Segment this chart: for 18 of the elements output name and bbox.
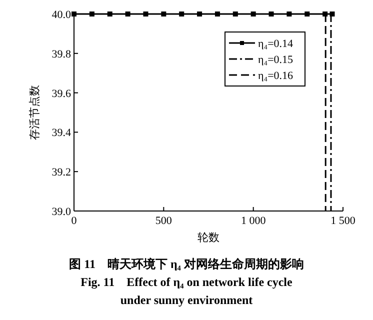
caption: 图 11 晴天环境下 η₄ 对网络生命周期的影响 bbox=[69, 257, 304, 271]
y-tick-label: 39.2 bbox=[52, 166, 71, 179]
x-tick-label: 0 bbox=[71, 215, 78, 227]
y-tick-label: 39.0 bbox=[52, 206, 72, 218]
legend-label: η₄=0.15 bbox=[258, 54, 294, 66]
legend-label: η₄=0.14 bbox=[258, 38, 294, 50]
text: under sunny environment bbox=[120, 293, 253, 307]
y-tick-label: 39.4 bbox=[52, 127, 72, 140]
y-tick-label: 39.6 bbox=[52, 88, 72, 100]
legend-label: η₄=0.16 bbox=[258, 70, 294, 82]
x-tick-label: 500 bbox=[155, 215, 172, 227]
y-tick-label: 40.0 bbox=[52, 9, 72, 21]
x-tick-label: 1 500 bbox=[330, 215, 356, 227]
x-tick-label: 1 000 bbox=[240, 215, 266, 227]
y-tick-label: 39.8 bbox=[52, 48, 72, 60]
y-axis-title: 存活节点数 bbox=[28, 85, 41, 140]
x-axis-title: 轮数 bbox=[198, 232, 220, 244]
caption: Fig. 11 Effect of η₄ on network life cycle bbox=[80, 275, 294, 289]
